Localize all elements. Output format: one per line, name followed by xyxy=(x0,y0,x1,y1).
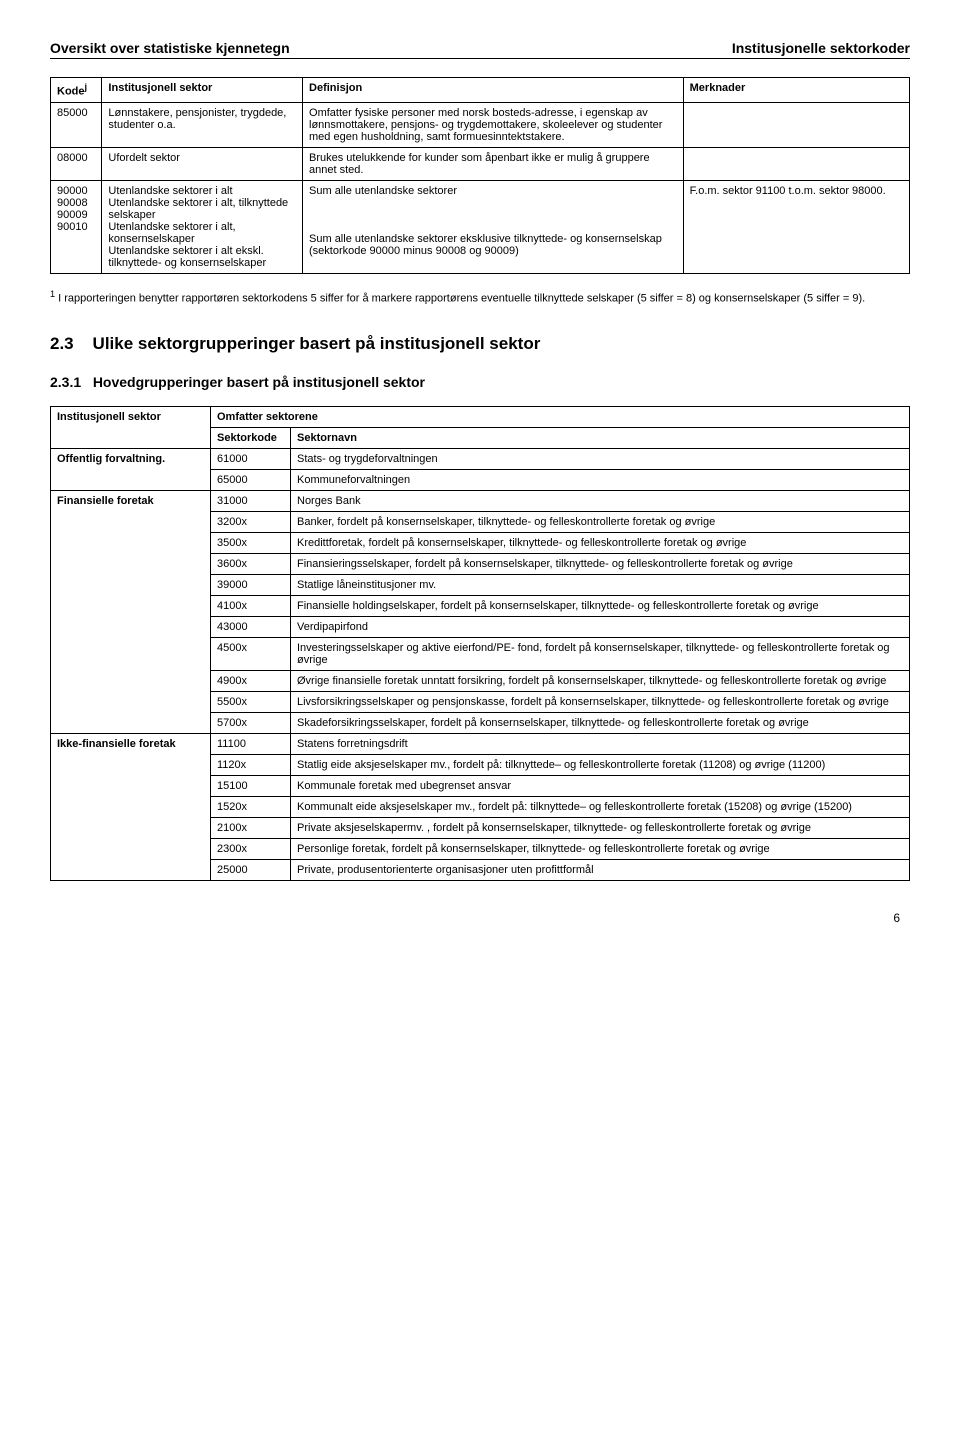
table-cell: 08000 xyxy=(51,147,102,180)
heading-2-3-num: 2.3 xyxy=(50,334,74,353)
table-cell: 90000900089000990010 xyxy=(51,180,102,273)
table-2: Institusjonell sektor Omfatter sektorene… xyxy=(50,406,910,881)
table-cell: 11100 xyxy=(211,734,291,755)
table-cell xyxy=(683,102,909,147)
footnote-text: I rapporteringen benytter rapportøren se… xyxy=(55,292,865,304)
table-cell: Statlig eide aksjeselskaper mv., fordelt… xyxy=(291,755,910,776)
t1-th-kode-sup: j xyxy=(85,82,88,92)
heading-2-3-1-num: 2.3.1 xyxy=(50,374,81,390)
table-cell: Statlige låneinstitusjoner mv. xyxy=(291,575,910,596)
table-cell: Norges Bank xyxy=(291,491,910,512)
table-cell: Livsforsikringsselskaper og pensjonskass… xyxy=(291,692,910,713)
table-cell: Sum alle utenlandske sektorerSum alle ut… xyxy=(303,180,684,273)
table-cell: 5700x xyxy=(211,713,291,734)
table-cell: Brukes utelukkende for kunder som åpenba… xyxy=(303,147,684,180)
table-cell: 3600x xyxy=(211,554,291,575)
table-cell: Private aksjeselskapermv. , fordelt på k… xyxy=(291,818,910,839)
table-cell: 39000 xyxy=(211,575,291,596)
table-row: 90000900089000990010Utenlandske sektorer… xyxy=(51,180,910,273)
table-cell: Skadeforsikringsselskaper, fordelt på ko… xyxy=(291,713,910,734)
table-row: Ikke-finansielle foretak11100Statens for… xyxy=(51,734,910,755)
table-cell: Kommunale foretak med ubegrenset ansvar xyxy=(291,776,910,797)
table-cell: Omfatter fysiske personer med norsk bost… xyxy=(303,102,684,147)
footnote-1: 1 I rapporteringen benytter rapportøren … xyxy=(50,288,910,307)
table-row: Finansielle foretak31000Norges Bank xyxy=(51,491,910,512)
table-cell-group: Offentlig forvaltning. xyxy=(51,449,211,491)
heading-2-3-1-title: Hovedgrupperinger basert på institusjone… xyxy=(93,374,425,390)
t1-th-kode-text: Kode xyxy=(57,86,85,98)
table-cell: 4100x xyxy=(211,596,291,617)
table-cell: 3500x xyxy=(211,533,291,554)
table-cell: Stats- og trygdeforvaltningen xyxy=(291,449,910,470)
table-cell: Statens forretningsdrift xyxy=(291,734,910,755)
t1-th-sektor: Institusjonell sektor xyxy=(102,78,303,103)
table-cell-group: Finansielle foretak xyxy=(51,491,211,734)
table-cell: Kredittforetak, fordelt på konsernselska… xyxy=(291,533,910,554)
table-cell: 4900x xyxy=(211,671,291,692)
table-cell: 2100x xyxy=(211,818,291,839)
table-cell: 65000 xyxy=(211,470,291,491)
table-cell: 85000 xyxy=(51,102,102,147)
table-cell: Kommunalt eide aksjeselskaper mv., forde… xyxy=(291,797,910,818)
t2-head-row-1: Institusjonell sektor Omfatter sektorene xyxy=(51,407,910,428)
table-cell: Ufordelt sektor xyxy=(102,147,303,180)
table-cell xyxy=(683,147,909,180)
t2-th-span: Omfatter sektorene xyxy=(211,407,910,428)
table-cell-group: Ikke-finansielle foretak xyxy=(51,734,211,881)
t2-th-subcol3: Sektornavn xyxy=(291,428,910,449)
table-cell: Finansieringsselskaper, fordelt på konse… xyxy=(291,554,910,575)
heading-2-3-1: 2.3.1 Hovedgrupperinger basert på instit… xyxy=(50,374,910,390)
table-cell: Utenlandske sektorer i altUtenlandske se… xyxy=(102,180,303,273)
table-row: 08000Ufordelt sektorBrukes utelukkende f… xyxy=(51,147,910,180)
table-cell: Finansielle holdingselskaper, fordelt på… xyxy=(291,596,910,617)
table-cell: Banker, fordelt på konsernselskaper, til… xyxy=(291,512,910,533)
table-cell: Personlige foretak, fordelt på konsernse… xyxy=(291,839,910,860)
table-cell: 5500x xyxy=(211,692,291,713)
table-cell: 4500x xyxy=(211,638,291,671)
table-cell: 15100 xyxy=(211,776,291,797)
table-cell: Verdipapirfond xyxy=(291,617,910,638)
table-cell: F.o.m. sektor 91100 t.o.m. sektor 98000. xyxy=(683,180,909,273)
table-cell: Investeringsselskaper og aktive eierfond… xyxy=(291,638,910,671)
table-cell: 43000 xyxy=(211,617,291,638)
table-row: 85000Lønnstakere, pensjonister, trygdede… xyxy=(51,102,910,147)
table-cell: Kommuneforvaltningen xyxy=(291,470,910,491)
header-right: Institusjonelle sektorkoder xyxy=(732,40,910,56)
table-1-head-row: Kodej Institusjonell sektor Definisjon M… xyxy=(51,78,910,103)
table-cell: 31000 xyxy=(211,491,291,512)
t2-th-subcol2: Sektorkode xyxy=(211,428,291,449)
page-number: 6 xyxy=(50,911,910,925)
heading-2-3-title: Ulike sektorgrupperinger basert på insti… xyxy=(93,334,541,353)
t2-th-col1: Institusjonell sektor xyxy=(51,407,211,449)
t1-th-kode: Kodej xyxy=(51,78,102,103)
t1-th-merk: Merknader xyxy=(683,78,909,103)
table-cell: 25000 xyxy=(211,860,291,881)
table-cell: 2300x xyxy=(211,839,291,860)
table-cell: 1520x xyxy=(211,797,291,818)
header-left: Oversikt over statistiske kjennetegn xyxy=(50,40,290,56)
heading-2-3: 2.3 Ulike sektorgrupperinger basert på i… xyxy=(50,334,910,354)
table-cell: Øvrige finansielle foretak unntatt forsi… xyxy=(291,671,910,692)
table-1: Kodej Institusjonell sektor Definisjon M… xyxy=(50,77,910,274)
page-header: Oversikt over statistiske kjennetegn Ins… xyxy=(50,40,910,59)
table-cell: Private, produsentorienterte organisasjo… xyxy=(291,860,910,881)
table-cell: 3200x xyxy=(211,512,291,533)
table-cell: 61000 xyxy=(211,449,291,470)
table-row: Offentlig forvaltning.61000Stats- og try… xyxy=(51,449,910,470)
table-cell: Lønnstakere, pensjonister, trygdede, stu… xyxy=(102,102,303,147)
t1-th-def: Definisjon xyxy=(303,78,684,103)
table-cell: 1120x xyxy=(211,755,291,776)
